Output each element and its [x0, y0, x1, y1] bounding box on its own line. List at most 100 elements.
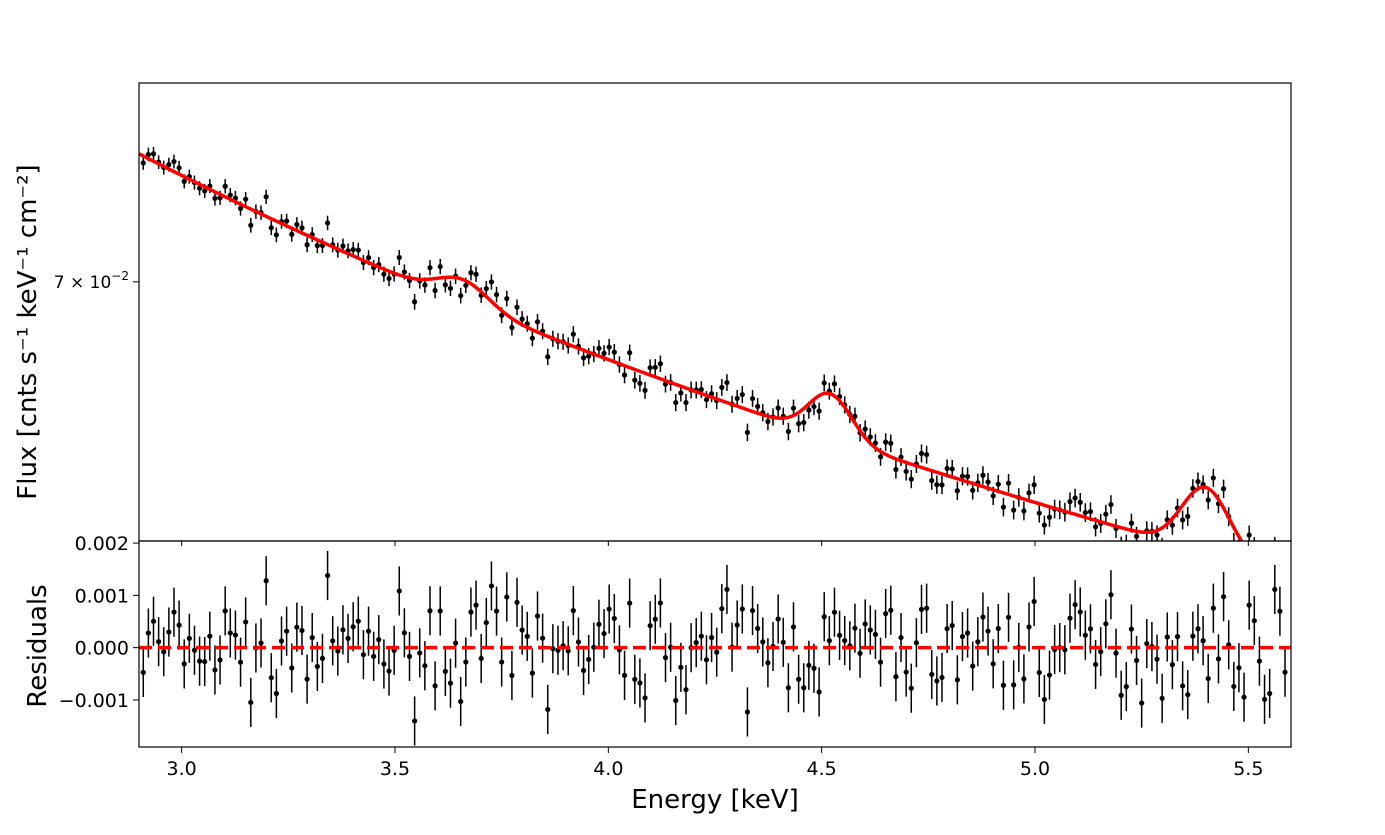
residual-data-point: [324, 572, 331, 579]
flux-data-point: [1021, 508, 1027, 514]
residual-data-point: [1231, 683, 1237, 690]
residual-data-point: [360, 652, 367, 658]
flux-data-point: [227, 192, 233, 198]
residual-data-point: [268, 675, 274, 681]
residual-data-point: [719, 606, 725, 612]
residual-data-point: [596, 621, 602, 627]
flux-data-point: [1277, 554, 1282, 559]
residual-data-point: [156, 639, 162, 645]
flux-data-point: [586, 353, 592, 359]
flux-data-point: [1082, 509, 1088, 516]
flux-data-point: [601, 350, 607, 356]
residual-data-point: [708, 634, 715, 641]
residual-data-point: [529, 670, 535, 676]
residual-data-point: [514, 599, 520, 605]
residual-data-point: [995, 625, 1001, 632]
residual-data-point: [196, 658, 203, 664]
residual-data-point: [924, 605, 930, 611]
residual-data-point: [980, 614, 986, 620]
flux-data-point: [964, 473, 971, 480]
residual-data-point: [1277, 608, 1283, 614]
residual-data-point: [437, 608, 443, 614]
residual-data-point: [1154, 656, 1160, 662]
residual-data-point: [970, 663, 976, 669]
residual-data-point: [565, 648, 571, 654]
residual-data-point: [1174, 634, 1181, 640]
flux-data-point: [683, 399, 689, 406]
residual-data-point: [908, 685, 914, 691]
flux-data-point: [463, 282, 469, 288]
flux-data-point: [1011, 507, 1017, 513]
flux-data-point: [1282, 580, 1287, 585]
flux-data-point: [355, 247, 361, 253]
flux-data-point: [1267, 584, 1272, 589]
flux-data-point: [652, 364, 658, 370]
flux-data-point: [519, 316, 525, 322]
flux-data-point: [739, 391, 745, 398]
residual-data-point: [243, 619, 249, 625]
flux-data-point: [396, 254, 402, 261]
residual-data-point: [365, 628, 372, 634]
residual-data-point: [294, 624, 300, 630]
flux-data-point: [1185, 513, 1191, 519]
residual-data-point: [222, 608, 228, 614]
residual-data-point: [1067, 615, 1073, 621]
flux-data-point: [888, 440, 894, 446]
residual-data-point: [314, 663, 320, 670]
flux-panel: 7 × 10−2: [54, 82, 1292, 589]
residual-data-point: [381, 661, 387, 667]
residual-data-point: [488, 583, 495, 589]
residual-data-point: [796, 676, 802, 682]
flux-data-point: [1046, 514, 1053, 520]
flux-data-point: [924, 452, 930, 458]
flux-data-point: [458, 293, 464, 299]
residual-data-point: [601, 630, 607, 637]
flux-data-point: [698, 387, 704, 393]
flux-data-point: [673, 399, 679, 406]
residual-data-point: [176, 622, 182, 628]
residual-data-point: [893, 674, 899, 680]
residual-data-point: [765, 660, 771, 666]
residual-data-point: [1200, 638, 1206, 644]
flux-data-point: [632, 377, 638, 383]
residual-data-point: [263, 578, 269, 584]
residual-data-point: [842, 637, 848, 644]
flux-data-point: [1180, 517, 1186, 523]
flux-data-point: [412, 299, 418, 305]
residual-data-point: [1082, 632, 1088, 638]
residual-data-point: [990, 661, 996, 667]
residual-data-point: [934, 678, 940, 684]
flux-data-point: [1041, 522, 1047, 528]
flux-data-point: [765, 418, 771, 425]
flux-data-point: [350, 246, 356, 253]
flux-data-point: [1087, 509, 1094, 515]
residual-data-point: [852, 625, 858, 631]
residual-data-point: [949, 622, 955, 629]
flux-data-point: [1000, 504, 1007, 510]
flux-data-point: [386, 275, 392, 282]
flux-data-point: [852, 413, 858, 419]
flux-data-point: [821, 380, 827, 386]
residual-data-point: [376, 637, 382, 643]
flux-data-point: [176, 165, 182, 171]
residual-data-point: [755, 625, 761, 632]
flux-data-point: [514, 304, 520, 310]
residual-y-tick-label: 0.000: [75, 638, 129, 660]
residual-data-point: [944, 625, 950, 632]
residual-data-point: [1087, 626, 1094, 632]
residual-data-point: [683, 687, 689, 693]
flux-data-point: [1026, 490, 1032, 496]
residual-y-tick-label: −0.001: [59, 690, 129, 712]
flux-data-point: [488, 279, 495, 285]
flux-data-point: [1262, 583, 1267, 588]
flux-data-point: [734, 395, 740, 401]
residual-data-point: [1261, 696, 1268, 702]
flux-data-point: [468, 270, 474, 276]
flux-data-point: [995, 481, 1001, 487]
residual-data-point: [1180, 683, 1186, 689]
residual-data-point: [1164, 634, 1170, 640]
residual-data-point: [570, 608, 576, 614]
residual-data-point: [693, 639, 699, 646]
residual-data-point: [1092, 661, 1099, 668]
residual-data-point: [1103, 621, 1109, 627]
